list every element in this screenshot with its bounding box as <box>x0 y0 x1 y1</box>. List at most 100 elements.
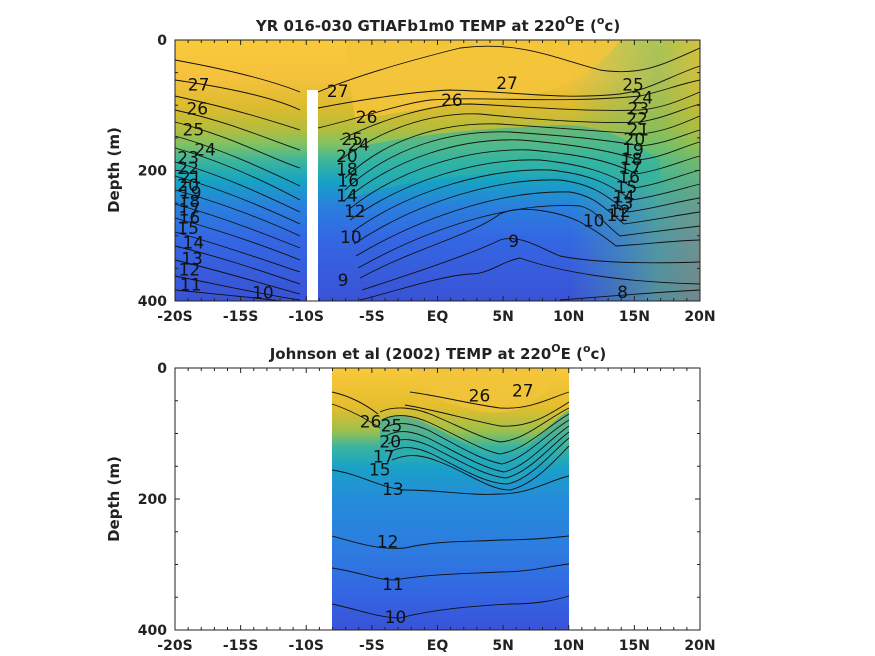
top-tick-marks <box>174 39 701 302</box>
top-x-tick-label: EQ <box>427 309 449 325</box>
top-contour-label: 11 <box>180 276 202 296</box>
bottom-x-tick-label: -5S <box>359 638 385 654</box>
top-x-tick-label: 10N <box>553 309 584 325</box>
bottom-contour-label: 13 <box>382 480 404 500</box>
top-contour-label: 19 <box>622 141 644 161</box>
top-contour-label: 27 <box>188 75 210 95</box>
top-chart-title: YR 016-030 GTIAFb1m0 TEMP at 220OE (oc) <box>255 14 620 35</box>
bottom-x-tick-label: 20N <box>684 638 715 654</box>
bottom-x-tick-label: 15N <box>619 638 650 654</box>
top-contour-label: 12 <box>179 261 201 281</box>
top-contour-label: 21 <box>627 120 649 140</box>
top-x-tick-label: -10S <box>289 309 324 325</box>
bottom-contour-label: 15 <box>369 461 391 481</box>
bottom-contour-label: 25 <box>381 417 403 437</box>
top-contour-label: 14 <box>336 186 358 206</box>
bottom-x-tick-label: 10N <box>553 638 584 654</box>
top-x-tick-label: -20S <box>157 309 192 325</box>
bottom-tick-marks <box>174 367 701 631</box>
top-contour-label: 14 <box>183 233 205 253</box>
top-contour-label: 15 <box>177 219 199 239</box>
top-contour-label: 11 <box>606 206 628 226</box>
top-x-tick-labels: -20S -15S -10S -5S EQ 5N 10N 15N 20N <box>157 309 715 325</box>
bottom-contour-label: 26 <box>360 413 382 433</box>
bottom-x-tick-label: -15S <box>223 638 258 654</box>
top-contour-label: 18 <box>179 192 201 212</box>
top-contour-label: 10 <box>340 228 362 248</box>
top-y-tick-label: 200 <box>138 164 167 180</box>
top-contour-label: 27 <box>496 74 518 94</box>
top-contour-label: 23 <box>177 148 199 168</box>
top-contour-label: 20 <box>336 147 358 167</box>
top-contour-label: 24 <box>348 135 370 155</box>
bottom-contour-label: 17 <box>373 447 395 467</box>
top-y-tick-label: 400 <box>138 294 167 310</box>
top-contour-label: 13 <box>612 194 634 214</box>
bottom-x-tick-label: -20S <box>157 638 192 654</box>
top-contour-label: 19 <box>180 184 202 204</box>
top-x-tick-label: 5N <box>492 309 513 325</box>
top-contour-label: 17 <box>620 159 642 179</box>
top-contour-label: 16 <box>179 208 201 228</box>
bottom-x-tick-labels: -20S -15S -10S -5S EQ 5N 10N 15N 20N <box>157 638 715 654</box>
bottom-x-tick-label: -10S <box>289 638 324 654</box>
top-contour-label: 25 <box>183 120 205 140</box>
top-contour-label: 16 <box>337 171 359 191</box>
top-contour-26 <box>174 65 701 111</box>
bottom-chart-title: Johnson et al (2002) TEMP at 220OE (oc) <box>269 342 607 363</box>
bottom-warm-ridge <box>410 368 560 413</box>
bottom-data-field <box>332 368 569 630</box>
top-contour-label: 16 <box>618 168 640 188</box>
top-panel: -20S -15S -10S -5S EQ 5N 10N 15N 20N 0 200 400 27 2… <box>105 14 716 325</box>
top-contour-27 <box>174 45 701 93</box>
top-contour-25 <box>174 79 701 131</box>
top-contour-label: 26 <box>441 91 463 111</box>
top-contour-label: 26 <box>356 108 378 128</box>
top-contour-label: 10 <box>252 284 274 304</box>
top-x-tick-label: 15N <box>619 309 650 325</box>
bottom-contour-label: 12 <box>377 533 399 553</box>
top-contour-label: 23 <box>627 100 649 120</box>
top-contour-label: 26 <box>186 100 208 120</box>
bottom-contour-label: 20 <box>379 432 401 452</box>
bottom-y-tick-label: 0 <box>157 361 167 377</box>
top-x-tick-label: 20N <box>684 309 715 325</box>
top-contour-label: 17 <box>179 201 201 221</box>
top-x-tick-label: -15S <box>223 309 258 325</box>
top-contour-label: 10 <box>583 212 605 232</box>
top-contours <box>174 45 701 302</box>
bottom-x-tick-label: EQ <box>427 638 449 654</box>
top-contour-label: 15 <box>616 178 638 198</box>
bottom-y-axis-label: Depth (m) <box>105 456 123 542</box>
bottom-contour-label: 26 <box>469 387 491 407</box>
top-contour-label: 25 <box>622 75 644 95</box>
top-y-tick-label: 0 <box>157 33 167 49</box>
top-masked-column <box>307 90 318 301</box>
top-contour-label: 27 <box>327 82 349 102</box>
top-contour-label: 8 <box>617 283 628 303</box>
top-contour-label: 24 <box>631 88 653 108</box>
bottom-y-tick-label: 200 <box>138 492 167 508</box>
top-x-tick-label: -5S <box>359 309 385 325</box>
top-contour-label: 9 <box>508 232 519 252</box>
bottom-contour-label: 10 <box>385 608 407 628</box>
top-y-axis-label: Depth (m) <box>105 127 123 213</box>
top-contour-label: 12 <box>344 202 366 222</box>
top-contour-label: 13 <box>181 250 203 270</box>
top-contour-label: 24 <box>194 141 216 161</box>
bottom-y-tick-labels: 0 200 400 <box>138 361 167 639</box>
bottom-contours <box>331 391 570 619</box>
top-contour-label: 9 <box>338 271 349 291</box>
top-contour-label: 20 <box>177 176 199 196</box>
top-contour-label: 21 <box>180 168 202 188</box>
top-contour-label: 25 <box>341 130 363 150</box>
top-contour-label: 20 <box>624 130 646 150</box>
bottom-contour-label: 27 <box>512 381 534 401</box>
top-contour-label: 12 <box>609 202 631 222</box>
bottom-x-tick-label: 5N <box>492 638 513 654</box>
top-contour-label: 22 <box>626 109 648 129</box>
top-contour-label: 14 <box>613 188 635 208</box>
